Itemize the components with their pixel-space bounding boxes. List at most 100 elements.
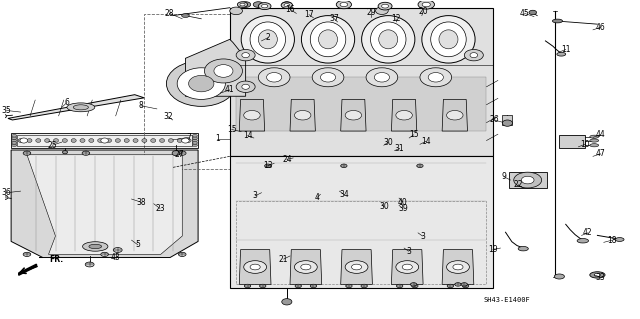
Bar [11,133,198,148]
Ellipse shape [310,22,346,57]
Ellipse shape [242,84,250,89]
Text: 8: 8 [139,101,143,110]
Bar [236,201,486,285]
Ellipse shape [20,138,28,143]
Ellipse shape [159,139,164,142]
Ellipse shape [101,252,108,256]
Ellipse shape [27,139,32,142]
Ellipse shape [89,139,94,142]
Ellipse shape [381,4,388,8]
Ellipse shape [83,242,108,251]
Text: 39: 39 [398,204,408,213]
Ellipse shape [376,7,388,14]
Ellipse shape [73,105,88,110]
Ellipse shape [319,30,337,49]
Text: 30: 30 [383,137,393,147]
Ellipse shape [557,52,566,56]
Ellipse shape [351,264,362,270]
Polygon shape [392,100,417,131]
Ellipse shape [577,239,589,243]
Text: 28: 28 [165,9,174,18]
Ellipse shape [179,151,186,155]
Text: 43: 43 [111,253,120,262]
Ellipse shape [295,284,301,288]
Ellipse shape [259,30,277,49]
Text: 31: 31 [395,144,404,153]
Text: 3: 3 [420,232,425,241]
Text: 37: 37 [330,14,339,23]
Ellipse shape [554,274,564,279]
Ellipse shape [113,248,122,252]
Ellipse shape [242,53,250,58]
Ellipse shape [236,49,255,61]
Ellipse shape [422,2,430,7]
Ellipse shape [142,139,147,142]
Ellipse shape [244,261,266,273]
Ellipse shape [62,139,67,142]
Ellipse shape [345,110,362,120]
Ellipse shape [124,139,129,142]
Text: 32: 32 [163,112,173,121]
Text: 35: 35 [2,106,12,115]
Ellipse shape [371,22,406,57]
Polygon shape [8,95,144,120]
Ellipse shape [265,164,271,167]
Text: 24: 24 [282,155,292,164]
Ellipse shape [284,4,290,7]
Ellipse shape [189,75,214,92]
Ellipse shape [410,283,417,286]
Ellipse shape [345,261,368,273]
Ellipse shape [439,30,458,49]
Text: 20: 20 [419,7,428,16]
Ellipse shape [193,135,198,137]
Ellipse shape [310,284,317,288]
Text: 21: 21 [279,255,289,263]
Text: 13: 13 [263,161,273,170]
Ellipse shape [374,72,390,82]
Ellipse shape [23,151,31,155]
Text: FR.: FR. [49,255,63,264]
Ellipse shape [63,151,68,154]
Polygon shape [340,250,372,285]
Ellipse shape [244,284,251,288]
Ellipse shape [80,139,85,142]
Ellipse shape [54,139,58,142]
Polygon shape [442,100,467,131]
Ellipse shape [241,16,294,63]
Ellipse shape [312,68,344,87]
Text: SH43-E1400F: SH43-E1400F [483,297,530,303]
Text: 23: 23 [156,204,165,213]
Text: 1: 1 [215,134,220,144]
Ellipse shape [182,14,189,18]
Ellipse shape [379,30,397,49]
Text: 25: 25 [47,141,57,150]
Bar [144,14,255,169]
Text: 40: 40 [398,198,408,207]
Polygon shape [239,250,271,285]
Ellipse shape [301,16,355,63]
Polygon shape [392,250,423,285]
Ellipse shape [282,299,292,305]
Ellipse shape [230,7,243,15]
Ellipse shape [101,138,108,143]
Ellipse shape [529,10,536,15]
Ellipse shape [514,172,541,188]
Ellipse shape [282,2,292,7]
Ellipse shape [45,139,50,142]
Ellipse shape [590,135,598,138]
Ellipse shape [12,142,17,144]
Ellipse shape [253,2,264,7]
Ellipse shape [177,139,182,142]
Text: 10: 10 [580,140,589,149]
Ellipse shape [453,264,463,270]
Ellipse shape [204,59,243,83]
Ellipse shape [301,264,311,270]
Text: 34: 34 [339,190,349,199]
Ellipse shape [179,252,186,256]
Ellipse shape [396,110,412,120]
Ellipse shape [259,68,290,87]
Polygon shape [230,8,493,156]
Ellipse shape [262,4,268,8]
Polygon shape [230,156,493,287]
Ellipse shape [522,176,534,184]
